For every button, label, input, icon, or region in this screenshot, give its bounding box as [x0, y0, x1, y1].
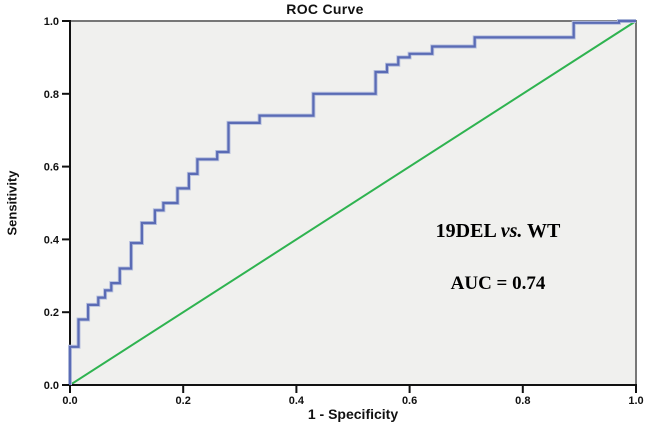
roc-curve: [68, 19, 636, 385]
y-tick-label: 0.0: [44, 380, 59, 392]
comparison-label: 19DEL vs. WT: [398, 220, 598, 243]
y-tick-label: 0.6: [44, 162, 59, 174]
x-tick-label: 0.4: [289, 395, 305, 407]
annotation: 19DEL vs. WT AUC = 0.74: [398, 220, 598, 295]
x-tick-label: 1.0: [628, 395, 643, 407]
group-a-label: 19DEL: [435, 220, 496, 242]
y-tick-label: 0.8: [44, 89, 59, 101]
x-tick-label: 0.2: [176, 395, 191, 407]
x-tick-label: 0.0: [62, 395, 77, 407]
chart-title: ROC Curve: [286, 1, 364, 17]
group-b-label: WT: [527, 220, 561, 242]
vs-label: vs.: [500, 220, 523, 242]
y-tick-label: 0.2: [44, 307, 59, 319]
x-tick-label: 0.6: [402, 395, 417, 407]
reference-line: [69, 20, 637, 386]
y-tick-label: 1.0: [44, 16, 59, 28]
x-axis-label: 1 - Specificity: [307, 406, 399, 422]
x-tick-label: 0.8: [515, 395, 530, 407]
y-tick-label: 0.4: [44, 234, 60, 246]
auc-label: AUC = 0.74: [450, 273, 546, 294]
